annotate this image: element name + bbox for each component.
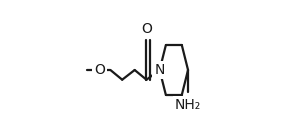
Text: NH₂: NH₂ bbox=[175, 98, 201, 112]
Text: N: N bbox=[154, 63, 165, 77]
Text: O: O bbox=[94, 63, 105, 77]
Text: O: O bbox=[141, 22, 152, 36]
